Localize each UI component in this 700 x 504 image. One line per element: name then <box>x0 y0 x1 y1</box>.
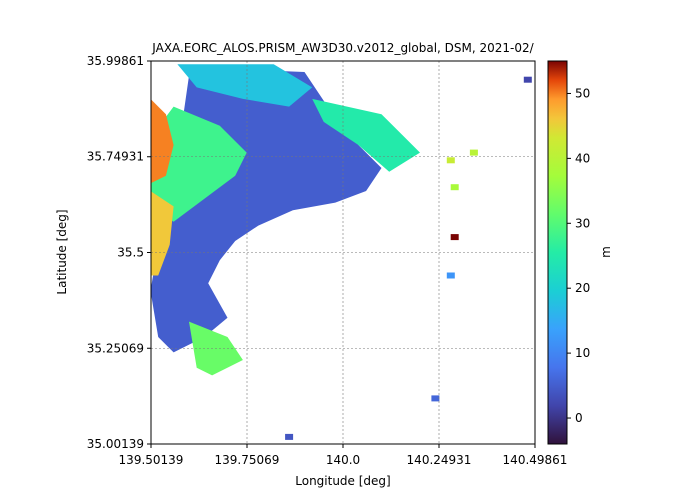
y-tick-label: 35.25069 <box>87 341 144 355</box>
colorbar-tick-label: 30 <box>575 216 590 230</box>
x-tick-label: 140.24931 <box>407 453 472 467</box>
x-tick-label: 139.50139 <box>119 453 184 467</box>
region-northern-plains <box>177 64 313 107</box>
y-axis-ticks: 35.00139 35.25069 35.5 35.74931 35.99861 <box>87 54 151 451</box>
y-axis-label: Latitude [deg] <box>55 209 69 294</box>
elevation-spot <box>450 184 459 191</box>
colorbar-ticks: 0 10 20 30 40 50 <box>567 86 590 425</box>
elevation-layer <box>151 64 532 440</box>
region-shimosa-plateau <box>312 98 420 172</box>
chart-title: JAXA.EORC_ALOS.PRISM_AW3D30.v2012_global… <box>151 41 534 55</box>
colorbar-tick-label: 50 <box>575 86 590 100</box>
colorbar-tick-label: 20 <box>575 281 590 295</box>
colorbar-label: m <box>599 246 613 258</box>
x-tick-label: 140.49861 <box>503 453 568 467</box>
x-axis-label: Longitude [deg] <box>295 474 390 488</box>
elevation-spot <box>285 433 294 440</box>
y-tick-label: 35.99861 <box>87 54 144 68</box>
colorbar-tick-label: 10 <box>575 346 590 360</box>
y-tick-label: 35.5 <box>117 246 144 260</box>
region-tama-hills <box>151 191 174 276</box>
x-tick-label: 140.0 <box>326 453 360 467</box>
gridlines <box>151 61 535 444</box>
y-tick-label: 35.74931 <box>87 150 144 164</box>
elevation-spot <box>446 272 455 279</box>
colorbar <box>547 60 568 445</box>
elevation-spot <box>446 157 455 164</box>
y-tick-label: 35.00139 <box>87 437 144 451</box>
elevation-spot <box>450 234 459 241</box>
elevation-spot <box>469 149 478 156</box>
colorbar-tick-label: 0 <box>575 411 583 425</box>
region-musashino-plateau <box>151 106 247 222</box>
elevation-spot <box>431 395 440 402</box>
colorbar-tick-label: 40 <box>575 151 590 165</box>
x-tick-label: 139.75069 <box>215 453 280 467</box>
x-axis-ticks: 139.50139 139.75069 140.0 140.24931 140.4986… <box>119 444 568 467</box>
elevation-spot <box>523 76 532 83</box>
region-western-hills <box>151 99 174 184</box>
